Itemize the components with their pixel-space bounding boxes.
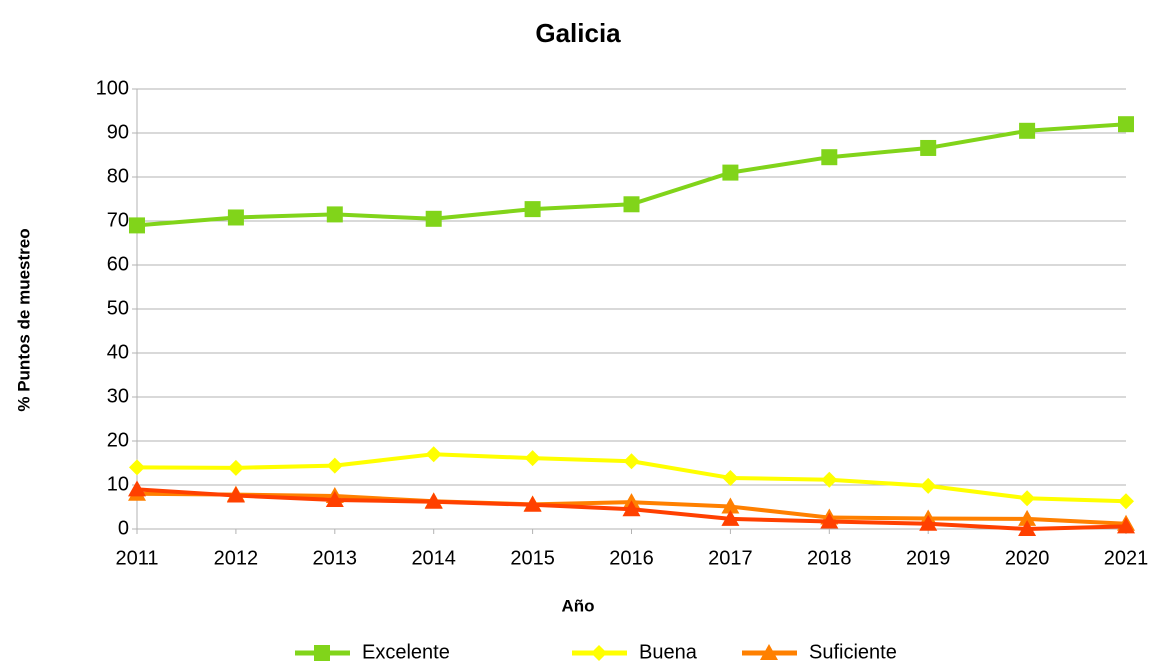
data-point [227, 459, 244, 476]
y-tick-label: 20 [107, 429, 129, 451]
legend-label: Buena [639, 641, 698, 663]
data-point [129, 217, 145, 234]
data-point [821, 471, 838, 488]
data-point [129, 459, 145, 476]
data-point [920, 477, 937, 494]
y-tick-label: 0 [118, 517, 129, 539]
data-point [227, 209, 244, 226]
x-tick-label: 2016 [609, 547, 654, 569]
data-point [920, 139, 937, 156]
legend-marker [760, 644, 778, 660]
data-point [722, 164, 739, 181]
chart-title: Galicia [535, 18, 621, 48]
data-point [1018, 520, 1037, 536]
x-tick-label: 2011 [115, 547, 158, 569]
data-point [820, 512, 839, 529]
data-point [523, 495, 542, 512]
x-axis-title: Año [561, 596, 594, 615]
data-point [326, 457, 343, 474]
data-point [128, 480, 146, 497]
data-point [721, 497, 740, 514]
x-tick-label: 2017 [708, 547, 753, 569]
y-tick-label: 90 [107, 121, 129, 143]
y-tick-label: 50 [107, 297, 129, 319]
data-point [1117, 517, 1135, 534]
x-tick-label: 2013 [313, 547, 358, 569]
y-tick-label: 30 [107, 385, 129, 407]
data-point [623, 196, 640, 213]
data-point [1019, 490, 1036, 507]
x-tick-label: 2020 [1005, 547, 1050, 569]
data-point [1118, 493, 1134, 510]
data-point [1018, 509, 1037, 526]
x-tick-label: 2018 [807, 547, 852, 569]
data-point [424, 492, 443, 509]
data-point [721, 509, 740, 526]
data-point [425, 210, 442, 227]
x-tick-label: 2015 [510, 547, 555, 569]
data-point [722, 469, 739, 486]
y-tick-label: 80 [107, 165, 129, 187]
y-tick-label: 40 [107, 341, 129, 363]
data-point [325, 490, 344, 507]
x-tick-label: 2021 [1104, 547, 1149, 569]
legend-label: Suficiente [809, 641, 897, 663]
data-point [524, 201, 541, 218]
x-tick-label: 2012 [214, 547, 259, 569]
data-point [524, 450, 541, 467]
data-point [821, 149, 838, 166]
y-tick-label: 10 [107, 473, 129, 495]
y-tick-label: 70 [107, 209, 129, 231]
legend-marker [591, 645, 607, 661]
x-tick-label: 2014 [411, 547, 456, 569]
data-point [623, 453, 640, 470]
legend-marker [314, 645, 330, 661]
data-point [326, 206, 343, 223]
data-point [622, 500, 641, 517]
data-point [1019, 122, 1036, 139]
data-point [226, 486, 245, 503]
data-point [919, 514, 938, 531]
x-tick-label: 2019 [906, 547, 951, 569]
y-tick-label: 60 [107, 253, 129, 275]
data-point [1118, 116, 1134, 133]
legend-label: Excelente [362, 641, 450, 663]
data-point [425, 446, 442, 463]
y-tick-label: 100 [96, 77, 129, 99]
y-axis-title: % Puntos de muestreo [14, 228, 33, 411]
